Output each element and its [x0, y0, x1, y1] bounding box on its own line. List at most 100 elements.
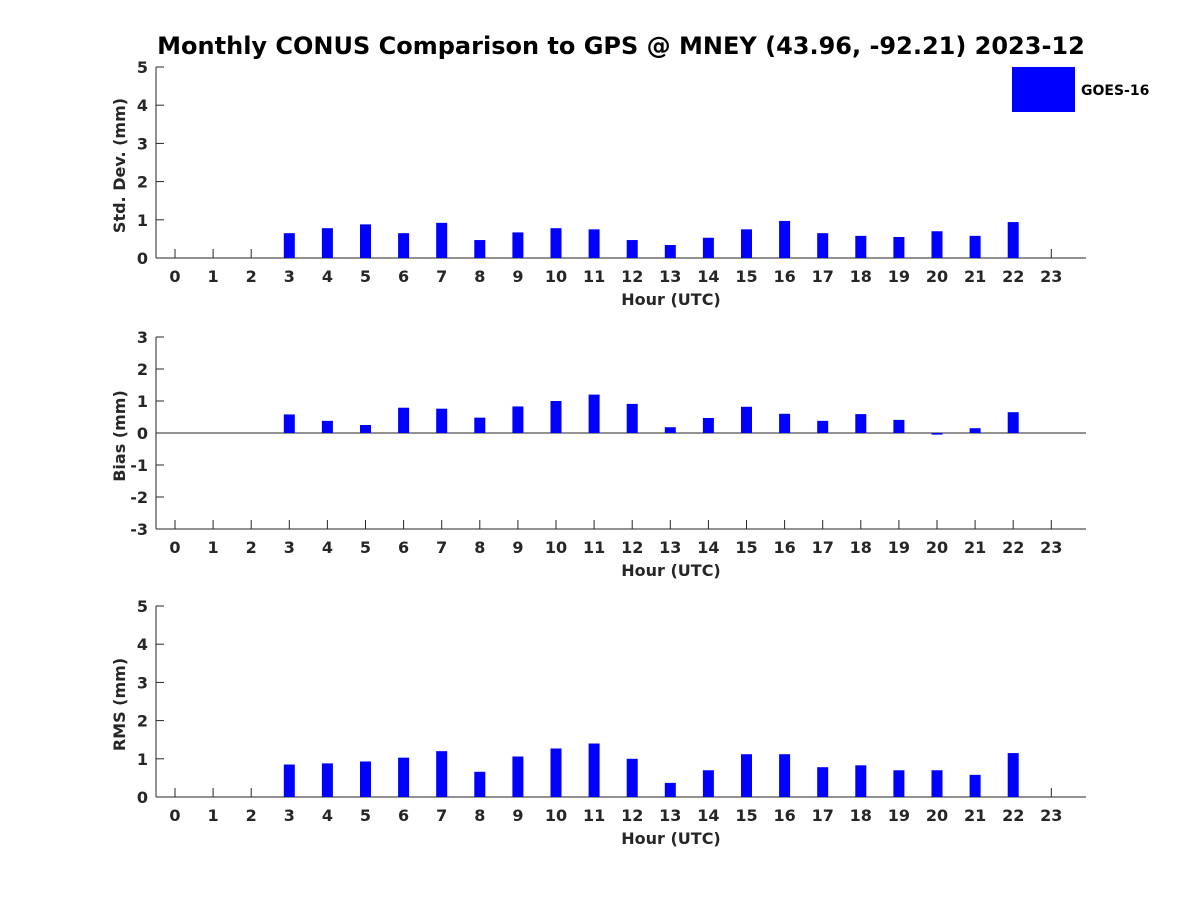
- bias-x-axis-label: Hour (UTC): [621, 561, 721, 580]
- rms-bar: [741, 754, 752, 797]
- stddev-x-tick-label: 23: [1040, 267, 1062, 286]
- rms-x-tick-label: 1: [208, 806, 219, 825]
- bias-x-tick-label: 10: [545, 538, 567, 557]
- bias-y-tick-label: -1: [130, 456, 148, 475]
- rms-bar: [1007, 753, 1019, 797]
- rms-y-tick-label: 5: [137, 597, 148, 616]
- stddev-y-tick-label: 3: [137, 134, 148, 153]
- rms-x-axis-label: Hour (UTC): [621, 829, 721, 848]
- bias-bar: [893, 419, 905, 433]
- stddev-bar: [817, 233, 829, 258]
- rms-x-tick-label: 18: [850, 806, 872, 825]
- rms-bar: [931, 770, 943, 797]
- bias-x-tick-label: 21: [964, 538, 986, 557]
- bias-x-tick-label: 3: [284, 538, 295, 557]
- rms-bar: [398, 757, 410, 797]
- bias-x-tick-label: 0: [169, 538, 180, 557]
- stddev-bar: [779, 220, 791, 258]
- rms-x-tick-label: 11: [583, 806, 605, 825]
- rms-x-tick-label: 13: [659, 806, 681, 825]
- stddev-x-tick-label: 18: [850, 267, 872, 286]
- stddev-bar: [1007, 222, 1019, 258]
- bias-bar: [321, 420, 333, 433]
- bias-bar: [512, 406, 524, 433]
- chart-title: Monthly CONUS Comparison to GPS @ MNEY (…: [157, 32, 1085, 60]
- bias-x-tick-label: 13: [659, 538, 681, 557]
- bias-bar: [779, 413, 791, 433]
- stddev-x-tick-label: 22: [1002, 267, 1024, 286]
- bias-y-axis-label: Bias (mm): [110, 390, 129, 482]
- rms-x-tick-label: 20: [926, 806, 948, 825]
- stddev-y-tick-label: 0: [137, 249, 148, 268]
- bias-bar: [741, 406, 752, 433]
- stddev-bar: [626, 240, 638, 258]
- bias-x-tick-label: 8: [474, 538, 485, 557]
- rms-bar: [855, 765, 867, 797]
- stddev-y-tick-label: 1: [137, 211, 148, 230]
- legend-label: GOES-16: [1081, 83, 1149, 99]
- bias-x-tick-label: 4: [322, 538, 333, 557]
- rms-bar: [626, 758, 638, 797]
- stddev-x-tick-label: 21: [964, 267, 986, 286]
- rms-bar: [779, 754, 791, 797]
- bias-x-tick-label: 5: [360, 538, 371, 557]
- stddev-x-axis-label: Hour (UTC): [621, 290, 721, 309]
- stddev-bar: [855, 235, 867, 258]
- bias-bar: [626, 403, 638, 433]
- rms-x-tick-label: 16: [773, 806, 795, 825]
- stddev-bar: [741, 229, 752, 258]
- bias-x-tick-label: 1: [208, 538, 219, 557]
- rms-bar: [893, 770, 905, 797]
- bias-x-tick-label: 12: [621, 538, 643, 557]
- bias-y-tick-label: 3: [137, 328, 148, 347]
- bias-y-tick-label: -3: [130, 520, 148, 539]
- stddev-x-tick-label: 2: [246, 267, 257, 286]
- bias-y-tick-label: 1: [137, 392, 148, 411]
- rms-x-tick-label: 19: [888, 806, 910, 825]
- stddev-x-tick-label: 3: [284, 267, 295, 286]
- bias-x-tick-label: 16: [773, 538, 795, 557]
- legend: GOES-16: [1012, 67, 1149, 112]
- rms-x-tick-label: 2: [246, 806, 257, 825]
- rms-x-tick-label: 17: [812, 806, 834, 825]
- bias-bar: [398, 407, 410, 433]
- bias-x-tick-label: 22: [1002, 538, 1024, 557]
- stddev-x-tick-label: 6: [398, 267, 409, 286]
- stddev-x-tick-label: 7: [436, 267, 447, 286]
- bias-x-tick-label: 11: [583, 538, 605, 557]
- bias-x-tick-label: 14: [697, 538, 719, 557]
- rms-y-tick-label: 4: [137, 635, 148, 654]
- legend-swatch: [1012, 67, 1075, 112]
- stddev-bar: [893, 236, 905, 258]
- bias-bar: [588, 394, 600, 433]
- rms-x-tick-label: 12: [621, 806, 643, 825]
- stddev-bar: [474, 240, 486, 258]
- bias-bar: [817, 420, 829, 433]
- rms-bar: [474, 771, 486, 797]
- stddev-bar: [931, 231, 943, 258]
- rms-x-tick-label: 23: [1040, 806, 1062, 825]
- rms-y-tick-label: 2: [137, 712, 148, 731]
- bias-bar: [855, 414, 867, 433]
- stddev-bar: [360, 224, 371, 258]
- bias-bar: [360, 425, 371, 433]
- rms-x-tick-label: 21: [964, 806, 986, 825]
- stddev-y-tick-label: 2: [137, 173, 148, 192]
- rms-bar: [512, 756, 524, 797]
- rms-x-tick-label: 4: [322, 806, 333, 825]
- rms-x-tick-label: 14: [697, 806, 719, 825]
- rms-x-tick-label: 10: [545, 806, 567, 825]
- stddev-bar: [398, 233, 410, 258]
- bias-x-tick-label: 6: [398, 538, 409, 557]
- stddev-x-tick-label: 0: [169, 267, 180, 286]
- rms-bar: [436, 751, 448, 797]
- rms-bar: [969, 774, 981, 797]
- bias-bar: [1007, 412, 1019, 433]
- bias-bar: [931, 433, 943, 435]
- bias-bar: [664, 427, 676, 433]
